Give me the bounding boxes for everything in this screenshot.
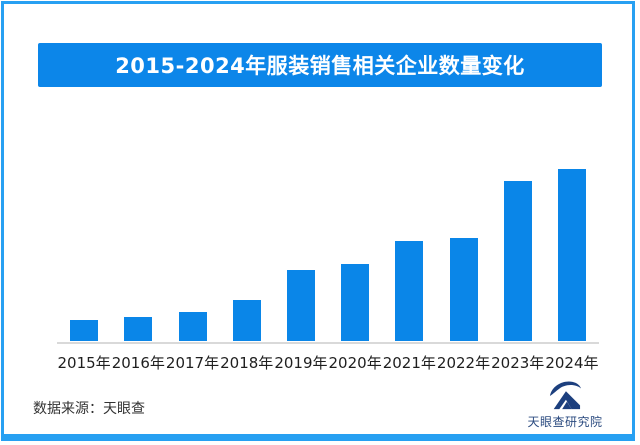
bar-column-2023 [491, 169, 545, 341]
bar-2022 [449, 237, 478, 341]
x-axis-labels: 2015年 2016年 2017年 2018年 2019年 2020年 2021年 2022年… [57, 352, 599, 373]
bar-column-2017 [165, 169, 219, 341]
bar-column-2022 [436, 169, 490, 341]
x-tick-label-2020: 2020年 [328, 354, 382, 372]
bar-chart [57, 169, 599, 341]
x-tick-label-2024: 2024年 [545, 354, 599, 372]
bar-column-2019 [274, 169, 328, 341]
page-title: 2015-2024年服装销售相关企业数量变化 [115, 54, 525, 78]
bar-2021 [395, 241, 424, 341]
x-tick-label-2023: 2023年 [491, 354, 545, 372]
bar-2020 [341, 263, 370, 341]
logo-text: 天眼查研究院 [527, 415, 603, 429]
bar-2019 [286, 270, 315, 341]
bar-column-2021 [382, 169, 436, 341]
x-tick-label-2021: 2021年 [382, 354, 436, 372]
x-tick-label-2016: 2016年 [111, 354, 165, 372]
logo: 天眼查研究院 [525, 380, 605, 430]
x-axis-line [57, 342, 599, 344]
bar-column-2016 [111, 169, 165, 341]
data-source-note: 数据来源：天眼查 [33, 401, 145, 417]
bar-2018 [232, 299, 261, 341]
x-tick-label-2022: 2022年 [436, 354, 491, 372]
x-tick-label-2017: 2017年 [165, 354, 220, 372]
x-tick-label-2019: 2019年 [274, 354, 328, 372]
x-tick-label-2018: 2018年 [220, 354, 274, 372]
bar-column-2018 [220, 169, 274, 341]
bar-column-2015 [57, 169, 111, 341]
bar-column-2024 [545, 169, 599, 341]
title-banner: 2015-2024年服装销售相关企业数量变化 [38, 43, 602, 87]
bar-2016 [124, 316, 153, 341]
x-tick-label-2015: 2015年 [57, 354, 111, 372]
bar-2024 [557, 169, 586, 341]
bar-2015 [70, 320, 99, 341]
bar-2017 [178, 311, 207, 341]
bar-2023 [503, 181, 532, 341]
tianyancha-eye-icon [549, 381, 581, 410]
bar-column-2020 [328, 169, 382, 341]
